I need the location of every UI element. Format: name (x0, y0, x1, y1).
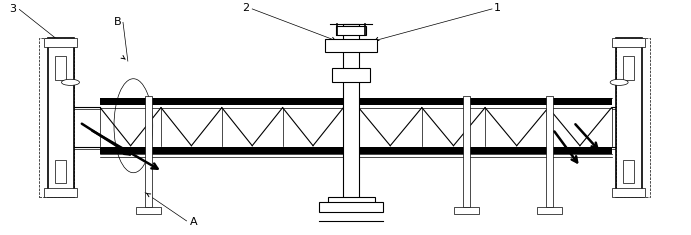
Bar (55, 56, 66, 80)
Bar (616, 38, 642, 197)
Bar (454, 207, 479, 214)
Bar (145, 96, 152, 207)
Bar (44, 188, 77, 197)
Bar (612, 38, 645, 47)
Bar (463, 96, 470, 207)
Bar (336, 26, 366, 35)
Bar (612, 188, 645, 197)
Bar (136, 207, 161, 214)
Text: A: A (189, 217, 198, 227)
Bar (48, 38, 74, 197)
Bar (44, 38, 77, 47)
Text: 3: 3 (9, 4, 16, 14)
Bar (616, 38, 650, 197)
Bar (537, 207, 562, 214)
Bar (343, 24, 359, 202)
Bar (55, 160, 66, 183)
Circle shape (61, 79, 79, 85)
Bar (546, 96, 553, 207)
Bar (623, 56, 634, 80)
Bar (623, 160, 634, 183)
Bar (319, 202, 383, 212)
Text: 2: 2 (242, 3, 249, 13)
Circle shape (610, 79, 628, 85)
Bar (332, 68, 370, 82)
Bar (325, 39, 377, 52)
Text: B: B (113, 17, 122, 27)
Text: 1: 1 (494, 3, 501, 13)
Bar (328, 197, 375, 204)
Bar (39, 38, 74, 197)
